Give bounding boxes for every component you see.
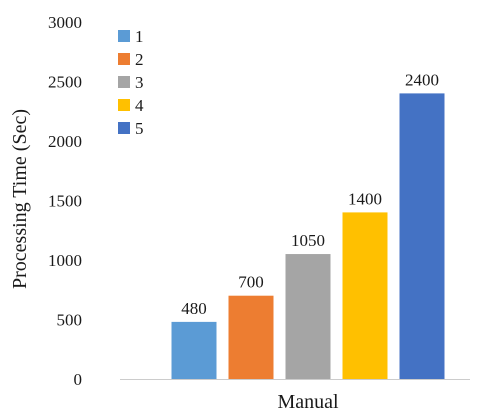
legend-label-4: 4 bbox=[135, 96, 144, 115]
y-tick-label: 0 bbox=[74, 370, 83, 389]
bar-series-2 bbox=[228, 295, 274, 379]
legend-swatch-2 bbox=[118, 53, 130, 65]
legend-swatch-3 bbox=[118, 76, 130, 88]
legend-swatch-5 bbox=[118, 122, 130, 134]
x-axis-category-label: Manual bbox=[277, 391, 339, 413]
legend: 1 2 3 4 5 bbox=[118, 27, 144, 138]
legend-label-5: 5 bbox=[135, 119, 144, 138]
bar-series-3 bbox=[285, 254, 331, 379]
y-tick-label: 2000 bbox=[48, 132, 82, 151]
data-label-series-1: 480 bbox=[181, 299, 207, 318]
y-tick-label: 2500 bbox=[48, 73, 82, 92]
legend-swatch-1 bbox=[118, 30, 130, 42]
legend-label-2: 2 bbox=[135, 50, 144, 69]
data-label-series-5: 2400 bbox=[405, 70, 439, 89]
data-labels-group: 480 700 1050 1400 2400 bbox=[181, 70, 439, 317]
data-label-series-4: 1400 bbox=[348, 189, 382, 208]
y-tick-label: 1000 bbox=[48, 251, 82, 270]
y-axis-title: Processing Time (Sec) bbox=[9, 109, 31, 289]
legend-swatch-4 bbox=[118, 99, 130, 111]
data-label-series-3: 1050 bbox=[291, 231, 325, 250]
y-tick-label: 3000 bbox=[48, 13, 82, 32]
bar-series-5 bbox=[399, 93, 445, 380]
legend-label-3: 3 bbox=[135, 73, 144, 92]
y-tick-label: 1500 bbox=[48, 192, 82, 211]
y-axis-ticks: 0 500 1000 1500 2000 2500 3000 bbox=[48, 13, 82, 389]
legend-label-1: 1 bbox=[135, 27, 144, 46]
bar-series-4 bbox=[342, 212, 388, 379]
bar-series-group bbox=[171, 93, 445, 380]
y-tick-label: 500 bbox=[57, 311, 83, 330]
bar-series-1 bbox=[171, 321, 217, 379]
data-label-series-2: 700 bbox=[238, 273, 264, 292]
